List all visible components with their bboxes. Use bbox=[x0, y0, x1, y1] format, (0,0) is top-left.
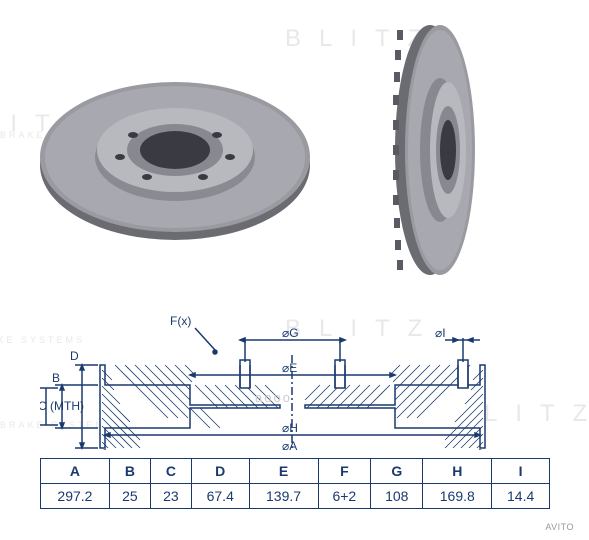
dim-i-label: ⌀I bbox=[435, 326, 446, 340]
table-header: D bbox=[191, 459, 249, 484]
dim-e-label: ⌀E bbox=[282, 361, 297, 375]
dim-d-label: D bbox=[70, 349, 79, 363]
table-cell: 25 bbox=[109, 484, 150, 509]
table-header: B bbox=[109, 459, 150, 484]
table-header: E bbox=[249, 459, 318, 484]
table-cell: 297.2 bbox=[41, 484, 110, 509]
table-value-row: 297.2 25 23 67.4 139.7 6+2 108 169.8 14.… bbox=[41, 484, 550, 509]
dim-h-label: ⌀H bbox=[282, 421, 298, 435]
dim-c-label: C (MTH) bbox=[40, 399, 84, 413]
dim-f-label: F(x) bbox=[170, 314, 191, 328]
table-cell: 108 bbox=[371, 484, 423, 509]
dim-a-label: ⌀A bbox=[282, 439, 297, 450]
table-header: C bbox=[150, 459, 191, 484]
table-header: H bbox=[423, 459, 492, 484]
table-header: I bbox=[492, 459, 550, 484]
table-cell: 6+2 bbox=[318, 484, 371, 509]
spec-table: A B C D E F G H I 297.2 25 23 67.4 139.7… bbox=[40, 458, 550, 509]
avito-watermark: AVITO bbox=[545, 522, 574, 532]
table-header-row: A B C D E F G H I bbox=[41, 459, 550, 484]
table-header: F bbox=[318, 459, 371, 484]
brake-disc-photo bbox=[0, 0, 589, 300]
table-header: G bbox=[371, 459, 423, 484]
technical-diagram: D B C (MTH) ⌀E ⌀G ⌀I F(x) ⌀H ⌀A bbox=[40, 310, 550, 450]
table-cell: 67.4 bbox=[191, 484, 249, 509]
dim-g-label: ⌀G bbox=[282, 326, 299, 340]
table-cell: 139.7 bbox=[249, 484, 318, 509]
table-header: A bbox=[41, 459, 110, 484]
table-cell: 23 bbox=[150, 484, 191, 509]
dim-b-label: B bbox=[52, 371, 60, 385]
table-cell: 14.4 bbox=[492, 484, 550, 509]
aodo-watermark: aooo bbox=[255, 390, 292, 405]
table-cell: 169.8 bbox=[423, 484, 492, 509]
